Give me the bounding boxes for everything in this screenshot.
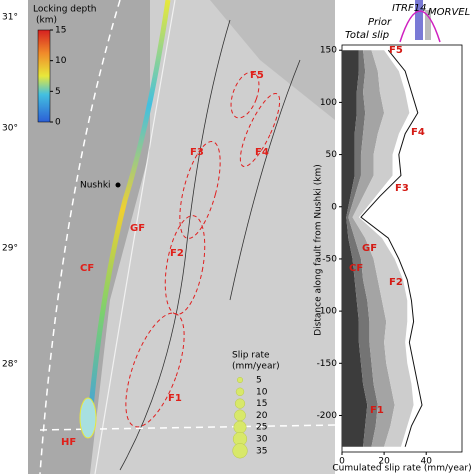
- segment-label: F1: [370, 405, 384, 416]
- x-tick-label: 20: [378, 457, 390, 467]
- x-axis-label: Cumulated slip rate (mm/year): [332, 464, 471, 474]
- y-tick-label: -150: [317, 359, 338, 369]
- border-line: [39, 0, 121, 474]
- map-relief: [210, 0, 335, 120]
- total-slip-line: [360, 49, 423, 447]
- fault-label: F5: [250, 70, 264, 81]
- latitude-label: 28°: [2, 360, 18, 370]
- locking-strip: [87, 0, 171, 421]
- y-tick-label: 150: [320, 46, 337, 56]
- y-tick-label: -100: [317, 307, 338, 317]
- latitude-label: 29°: [2, 244, 18, 254]
- fault-trace: [229, 59, 301, 301]
- slip-legend-label: 10: [256, 387, 268, 397]
- slip-legend-unit: (mm/year): [232, 362, 280, 372]
- slip-legend-label: 5: [256, 376, 262, 386]
- segment-label: F5: [389, 45, 403, 56]
- inset-curve: [399, 10, 441, 43]
- fault-trace: [119, 19, 231, 471]
- inset-label: MORVEL: [428, 7, 470, 18]
- colorbar-unit: (km): [36, 16, 57, 26]
- slip-legend-circle: [236, 376, 244, 384]
- colorbar-tick-label: 0: [55, 118, 61, 128]
- y-tick-label: 0: [331, 202, 337, 212]
- slip-legend-circle: [232, 443, 248, 459]
- slip-legend-circle: [234, 398, 246, 409]
- slip-legend-circle: [233, 420, 247, 434]
- slip-patch: [79, 397, 97, 439]
- colorbar-tick-label: 10: [55, 56, 67, 66]
- y-tick-label: -50: [322, 254, 337, 264]
- inset-bar: [425, 10, 431, 40]
- y-tick-label: -200: [317, 411, 338, 421]
- stacked-area: [346, 50, 378, 447]
- segment-label: F2: [389, 277, 403, 288]
- stacked-area: [342, 50, 368, 447]
- place-label: Nushki: [80, 181, 111, 191]
- slip-legend-circle: [234, 409, 246, 422]
- x-tick-label: 0: [339, 457, 345, 467]
- slip-legend-circle: [235, 387, 245, 397]
- slip-legend-label: 25: [256, 423, 267, 433]
- y-tick-label: 100: [320, 98, 337, 108]
- latitude-label: 30°: [2, 124, 18, 134]
- slip-legend-label: 30: [256, 435, 268, 445]
- inset-bar: [415, 0, 423, 40]
- stacked-area: [348, 50, 395, 447]
- inset-label: ITRF14: [392, 3, 426, 14]
- segment-label: F4: [411, 127, 425, 138]
- y-tick-label: 50: [326, 150, 338, 160]
- latitude-label: 31°: [2, 13, 18, 23]
- fault-zone: [125, 312, 185, 428]
- place-marker: [115, 182, 121, 188]
- fault-label: F1: [168, 393, 182, 404]
- colorbar: [37, 29, 51, 123]
- fault-label: CF: [80, 263, 94, 274]
- colorbar-title: Locking depth: [33, 5, 97, 15]
- inset-label: Prior: [368, 17, 392, 28]
- inset-label: Total slip: [345, 30, 389, 41]
- slip-legend-label: 15: [256, 399, 267, 409]
- stacked-area: [352, 50, 414, 447]
- fault-label: F4: [255, 147, 269, 158]
- segment-label: CF: [349, 263, 363, 274]
- segment-label: GF: [362, 243, 377, 254]
- colorbar-tick-label: 5: [55, 87, 61, 97]
- fault-zone: [230, 71, 260, 119]
- fault-label: GF: [130, 223, 145, 234]
- fault-label: HF: [61, 437, 76, 448]
- fault-label: F2: [170, 248, 184, 259]
- slip-legend-label: 35: [256, 446, 267, 456]
- slip-legend-title: Slip rate: [232, 351, 270, 361]
- colorbar-tick-label: 15: [55, 26, 66, 36]
- fault-zone: [239, 92, 281, 168]
- map-relief: [90, 0, 335, 474]
- fault-trace: [94, 0, 176, 474]
- slip-legend-label: 20: [256, 411, 268, 421]
- fault-label: F3: [190, 147, 204, 158]
- x-tick-label: 40: [420, 457, 432, 467]
- y-axis-label: Distance along fault from Nushki (km): [314, 164, 324, 336]
- segment-label: F3: [395, 183, 409, 194]
- fault-zone: [179, 141, 221, 239]
